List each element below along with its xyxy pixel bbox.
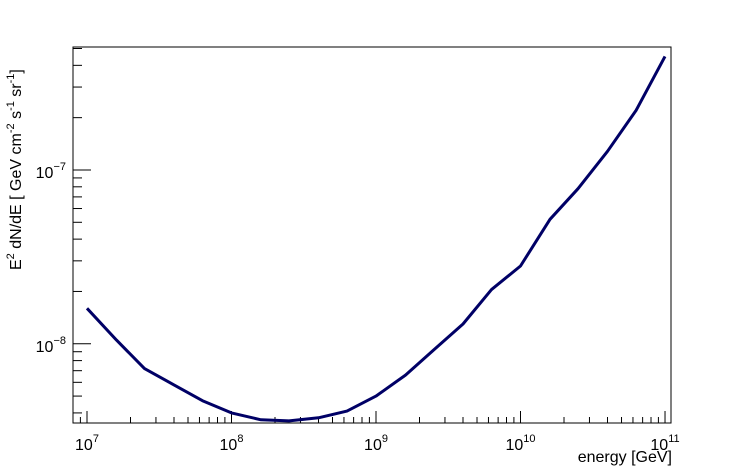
x-minor-ticks [72,417,659,423]
x-tick-label: 108 [220,433,244,454]
x-tick-label: 1010 [505,433,535,454]
y-tick-labels: 10−8 10−7 [36,161,66,356]
y-minor-ticks [73,47,82,414]
x-tick-labels: 107 108 109 1010 1011 [75,433,680,454]
x-tick-label: 107 [75,433,99,454]
series-line [85,55,667,423]
y-axis-label: E2 dN/dE [ GeV cm-2 s-1 sr-1] [5,69,25,270]
x-axis-label: energy [GeV] [578,449,672,466]
x-tick-label: 109 [364,433,388,454]
plot-frame [72,46,672,424]
y-tick-label: 10−8 [36,335,66,356]
y-major-ticks [73,169,91,345]
y-tick-label: 10−7 [36,161,66,182]
x-tick-label: 1011 [650,433,679,454]
